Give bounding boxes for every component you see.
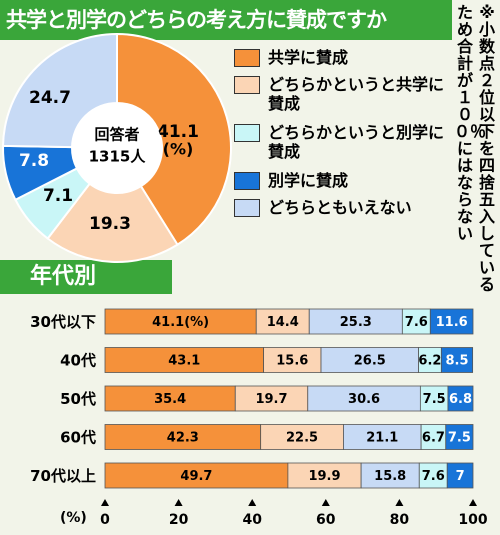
bar-segment xyxy=(263,347,322,373)
x-tick-label: 100 xyxy=(458,512,487,528)
bar-value-label: 25.3 xyxy=(340,315,372,330)
bar-segment xyxy=(429,308,474,335)
x-tick-label: 20 xyxy=(169,512,189,528)
bar-segment xyxy=(308,308,403,335)
bar-value-label: 7.6 xyxy=(422,469,445,484)
bar-value-label: 43.1 xyxy=(168,354,200,369)
bar-value-label: 19.7 xyxy=(255,392,287,407)
bar-segment xyxy=(447,385,474,412)
center-label-respondents: 回答者 xyxy=(94,126,139,144)
x-tick-label: 60 xyxy=(316,512,336,528)
bar-value-label: 6.8 xyxy=(449,392,472,407)
pie-value-label: 19.3 xyxy=(89,214,131,234)
legend-item: どちらかというと共学に賛成 xyxy=(234,75,444,115)
center-label-count: 1315人 xyxy=(89,148,147,166)
bar-value-label: 7 xyxy=(456,469,465,484)
x-axis-unit: (%) xyxy=(60,510,87,526)
bar-segment xyxy=(104,424,262,450)
x-tick-marker xyxy=(101,499,109,506)
bar-value-label: 22.5 xyxy=(286,431,318,446)
bar-category-label: 30代以下 xyxy=(30,313,96,331)
bar-segment xyxy=(255,308,310,335)
pie-value-label: 7.8 xyxy=(19,151,49,171)
bar-segment xyxy=(320,347,419,373)
legend-swatch xyxy=(234,49,260,67)
bar-segment xyxy=(343,424,422,450)
x-tick-label: 0 xyxy=(100,512,110,528)
bar-value-label: 41.1(%) xyxy=(152,315,209,330)
bar-segment xyxy=(234,385,309,412)
legend-label: どちらかというと別学に賛成 xyxy=(268,123,445,161)
by-age-section-label: 年代別 xyxy=(0,260,172,294)
legend-item: どちらともいえない xyxy=(234,198,444,217)
legend-label: 別学に賛成 xyxy=(268,171,349,190)
legend-label: どちらともいえない xyxy=(268,198,412,217)
pie-value-label: 7.1 xyxy=(43,186,73,206)
bar-category-label: 60代 xyxy=(60,429,96,447)
bar-segment xyxy=(446,462,474,489)
bar-segment xyxy=(419,385,449,412)
bar-value-label: 49.7 xyxy=(180,469,212,484)
bar-segment xyxy=(104,385,236,412)
bar-value-label: 15.8 xyxy=(374,469,406,484)
bar-value-label: 35.4 xyxy=(154,392,186,407)
bar-segment xyxy=(445,424,474,450)
x-tick-label: 80 xyxy=(390,512,410,528)
legend-swatch xyxy=(234,124,260,142)
x-tick-marker xyxy=(395,499,404,506)
bar-value-label: 26.5 xyxy=(354,354,386,369)
legend-swatch xyxy=(234,172,260,190)
bar-segment xyxy=(104,347,265,373)
legend-swatch xyxy=(234,199,260,217)
legend-swatch xyxy=(234,76,260,94)
bar-value-label: 6.2 xyxy=(418,354,441,369)
chart-title: 共学と別学のどちらの考え方に賛成ですか xyxy=(0,0,452,40)
bar-value-label: 30.6 xyxy=(348,392,380,407)
bar-segment xyxy=(287,462,362,489)
bar-category-label: 40代 xyxy=(60,352,96,370)
bar-value-label: 19.9 xyxy=(308,469,340,484)
bar-value-label: 7.5 xyxy=(423,392,446,407)
x-tick-label: 40 xyxy=(242,512,262,528)
legend-item: どちらかというと別学に賛成 xyxy=(234,123,444,163)
legend-label: 共学に賛成 xyxy=(268,48,349,67)
bar-segment xyxy=(360,462,420,489)
bar-category-label: 50代 xyxy=(60,390,96,408)
pie-unit-label: (%) xyxy=(163,140,194,159)
bar-segment xyxy=(104,462,289,489)
x-tick-marker xyxy=(321,499,330,506)
bar-value-label: 8.5 xyxy=(445,354,468,369)
bar-value-label: 11.6 xyxy=(436,315,468,330)
bar-segment xyxy=(307,385,421,412)
legend-label: どちらかというと共学に賛成 xyxy=(268,75,445,113)
bar-value-label: 7.5 xyxy=(448,431,471,446)
bar-value-label: 42.3 xyxy=(167,431,199,446)
x-tick-marker xyxy=(469,499,477,506)
bar-value-label: 14.4 xyxy=(267,315,299,330)
bar-segment xyxy=(418,462,448,489)
donut-hole xyxy=(72,103,162,193)
x-tick-marker xyxy=(174,499,183,506)
legend-item: 別学に賛成 xyxy=(234,171,444,190)
footnote-line-1: ※小数点２位以下を四捨五入している xyxy=(478,3,495,294)
pie-value-label: 24.7 xyxy=(29,88,71,108)
bar-segment xyxy=(401,308,431,335)
x-tick-marker xyxy=(248,499,257,506)
bar-value-label: 15.6 xyxy=(276,354,308,369)
bar-segment xyxy=(440,347,474,373)
bar-value-label: 6.7 xyxy=(422,431,445,446)
footnote: ※小数点２位以下を四捨五入している ため合計が１００％にはならない xyxy=(452,2,500,293)
bar-value-label: 7.6 xyxy=(405,315,428,330)
bar-value-label: 21.1 xyxy=(366,431,398,446)
legend: 共学に賛成どちらかというと共学に賛成 どちらかというと別学に賛成別学に賛成どちらと… xyxy=(234,48,444,225)
legend-item: 共学に賛成 xyxy=(234,48,444,67)
bar-segment xyxy=(260,424,344,450)
pie-value-label: 41.1 xyxy=(157,122,199,142)
bar-category-label: 70代以上 xyxy=(30,467,96,485)
